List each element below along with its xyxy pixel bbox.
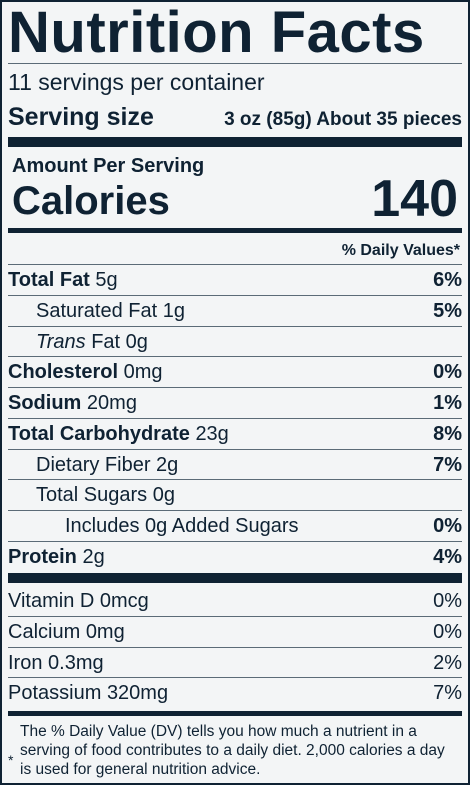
serving-size-value: 3 oz (85g) About 35 pieces — [224, 109, 462, 130]
footnote-asterisk: * — [8, 752, 14, 768]
divider — [8, 418, 462, 419]
medium-divider — [8, 711, 462, 716]
amount-per-serving: Amount Per Serving — [12, 155, 205, 177]
vitamin-name: Potassium — [8, 682, 102, 704]
serving-size-row: Serving size 3 oz (85g) About 35 pieces — [8, 103, 462, 133]
nutrient-amount: 1g — [162, 300, 185, 322]
nutrient-amount: 0g — [152, 484, 175, 506]
nutrient-row-added-sugars: Includes 0g Added Sugars 0% — [8, 511, 462, 541]
nutrient-name: Total Fat — [8, 269, 90, 291]
nutrient-row-sodium: Sodium 20mg 1% — [8, 388, 462, 418]
nutrient-row-saturated-fat: Saturated Fat 1g 5% — [8, 296, 462, 326]
nutrient-name: Saturated Fat — [36, 300, 158, 322]
divider — [8, 541, 462, 542]
divider — [8, 677, 462, 678]
nutrient-name: Total Sugars — [36, 484, 148, 506]
nutrient-row-total-carbohydrate: Total Carbohydrate 23g 8% — [8, 419, 462, 449]
vitamin-dv: 7% — [433, 682, 462, 704]
nutrient-name: Dietary Fiber — [36, 454, 151, 476]
nutrient-name: Trans — [36, 331, 86, 353]
calories-label: Calories — [12, 179, 170, 223]
divider — [8, 449, 462, 450]
nutrient-amount: 2g — [82, 546, 105, 568]
divider — [8, 387, 462, 388]
nutrient-dv: 0% — [433, 515, 462, 537]
vitamin-name: Iron — [8, 652, 43, 674]
nutrient-dv: 8% — [433, 423, 462, 445]
nutrient-row-cholesterol: Cholesterol 0mg 0% — [8, 357, 462, 387]
divider — [8, 264, 462, 265]
vitamin-amount: 320mg — [106, 682, 169, 704]
divider — [8, 356, 462, 357]
footnote-text: The % Daily Value (DV) tells you how muc… — [20, 723, 445, 778]
divider — [8, 326, 462, 327]
thick-divider — [8, 137, 462, 147]
nutrient-row-trans-fat: Trans Fat 0g — [8, 327, 462, 357]
servings-per-container: 11 servings per container — [8, 69, 265, 95]
divider — [8, 295, 462, 296]
nutrient-amount: 20mg — [86, 392, 137, 414]
nutrient-row-dietary-fiber: Dietary Fiber 2g 7% — [8, 450, 462, 480]
vitamin-row-calcium: Calcium 0mg 0% — [8, 617, 462, 647]
daily-values-header: % Daily Values* — [341, 242, 460, 259]
vitamin-row-iron: Iron 0.3mg 2% — [8, 648, 462, 678]
nutrient-name-suffix: Fat — [91, 331, 121, 353]
nutrient-dv: 0% — [433, 361, 462, 383]
thick-divider — [8, 573, 462, 583]
vitamin-dv: 0% — [433, 621, 462, 643]
nutrient-dv: 5% — [433, 300, 462, 322]
divider — [8, 616, 462, 617]
vitamin-amount: 0.3mg — [48, 652, 104, 674]
nutrient-row-total-sugars: Total Sugars 0g — [8, 480, 462, 510]
nutrient-amount: 5g — [95, 269, 118, 291]
nutrient-amount: 0g — [125, 331, 148, 353]
nutrient-dv: 1% — [433, 392, 462, 414]
nutrient-name: Protein — [8, 546, 77, 568]
nutrient-name: Sodium — [8, 392, 82, 414]
calories-value: 140 — [371, 170, 458, 228]
nutrient-row-protein: Protein 2g 4% — [8, 542, 462, 572]
nutrient-name: Includes 0g Added Sugars — [65, 515, 299, 537]
divider — [8, 479, 462, 480]
vitamin-name: Calcium — [8, 621, 81, 643]
nutrient-name: Total Carbohydrate — [8, 423, 190, 445]
nutrient-dv: 7% — [433, 454, 462, 476]
nutrient-dv: 6% — [433, 269, 462, 291]
vitamin-amount: 0mg — [85, 621, 125, 643]
vitamin-row-potassium: Potassium 320mg 7% — [8, 678, 462, 708]
serving-size-label: Serving size — [8, 103, 154, 131]
nutrient-row-total-fat: Total Fat 5g 6% — [8, 265, 462, 295]
divider — [8, 647, 462, 648]
vitamin-dv: 2% — [433, 652, 462, 674]
nutrient-name: Cholesterol — [8, 361, 119, 383]
divider — [8, 63, 462, 64]
divider — [8, 510, 462, 511]
nutrient-amount: 2g — [156, 454, 179, 476]
vitamin-dv: 0% — [433, 590, 462, 612]
vitamin-amount: 0mcg — [99, 590, 149, 612]
vitamin-row-vitamin-d: Vitamin D 0mcg 0% — [8, 586, 462, 616]
nutrient-amount: 23g — [195, 423, 229, 445]
nutrient-dv: 4% — [433, 546, 462, 568]
nutrient-amount: 0mg — [123, 361, 163, 383]
label-title: Nutrition Facts — [8, 0, 425, 65]
medium-divider — [8, 228, 462, 233]
vitamin-name: Vitamin D — [8, 590, 95, 612]
